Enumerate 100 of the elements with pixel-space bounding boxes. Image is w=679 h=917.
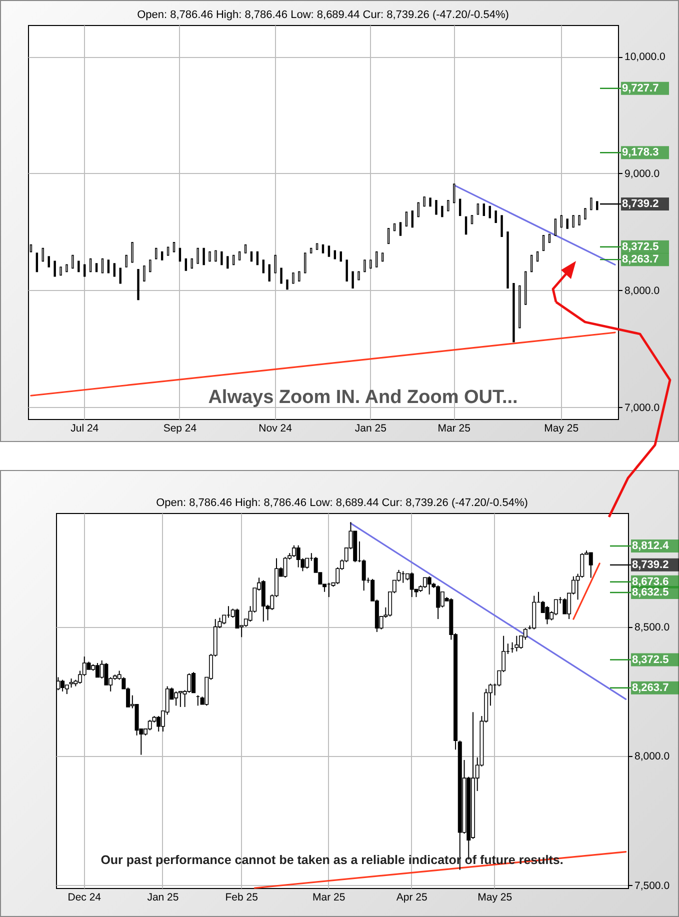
candlestick <box>84 264 86 277</box>
candlestick <box>560 215 562 228</box>
candlestick <box>292 272 294 284</box>
candlestick <box>274 254 276 274</box>
x-tick-label: Nov 24 <box>258 422 292 434</box>
candlestick <box>208 251 211 262</box>
candlestick <box>578 215 580 226</box>
candlestick <box>286 279 288 290</box>
candlestick <box>202 248 205 266</box>
x-tick-label: Jan 25 <box>354 422 387 434</box>
candlestick <box>566 218 568 229</box>
ref-line-label: 8,263.7 <box>632 682 669 694</box>
ref-line-label: 9,178.3 <box>622 146 659 159</box>
candlestick <box>410 572 414 598</box>
candlestick <box>554 599 558 616</box>
candlestick <box>220 251 223 266</box>
x-tick-label: Jul 24 <box>70 422 99 434</box>
candlestick <box>405 212 408 226</box>
candlestick <box>235 608 240 629</box>
y-tick-label: 8,000.0 <box>634 750 670 763</box>
candlestick <box>48 256 50 268</box>
candlestick <box>590 198 592 210</box>
candlestick <box>178 248 182 262</box>
candlestick <box>464 216 468 235</box>
candlestick <box>131 242 134 263</box>
candlestick <box>196 248 199 264</box>
candlestick <box>143 265 146 282</box>
x-tick-label: May 25 <box>544 422 579 434</box>
candlestick <box>89 258 92 272</box>
candlestick <box>588 552 593 578</box>
candlestick <box>298 271 300 282</box>
chart-subtitle: Open: 8,786.46 High: 8,786.46 Low: 8,689.44 Cur: 8,739.26 (-47.20/-0.54%) <box>156 497 528 509</box>
ref-line-label: 8,372.5 <box>622 240 659 253</box>
candlestick <box>148 719 152 731</box>
candlestick <box>250 251 253 262</box>
candlestick <box>214 250 217 262</box>
candlestick <box>184 258 188 271</box>
candlestick <box>113 263 116 277</box>
candlestick <box>346 260 348 282</box>
candlestick <box>283 556 288 578</box>
candlestick <box>36 252 38 272</box>
candlestick <box>554 218 557 236</box>
candlestick <box>494 210 497 223</box>
candlestick <box>226 256 229 269</box>
y-tick-label: 7,500.0 <box>634 880 670 892</box>
ref-line-label: 8,739.2 <box>622 198 659 210</box>
candlestick <box>119 268 122 284</box>
candlestick <box>352 271 354 288</box>
candlestick <box>453 184 456 204</box>
candlestick <box>104 662 108 686</box>
x-tick-label: Apr 25 <box>396 892 428 904</box>
ref-line-label: 9,727.7 <box>622 82 659 94</box>
ref-line-label: 8,739.2 <box>632 558 669 571</box>
ref-line-label: 8,263.7 <box>622 254 659 266</box>
candlestick <box>572 215 574 228</box>
ref-line-label: 8,632.5 <box>632 586 669 599</box>
x-tick-label: Jan 25 <box>147 892 179 904</box>
x-tick-label: May 25 <box>478 892 512 904</box>
candlestick <box>441 206 444 218</box>
candlestick <box>268 264 270 282</box>
candlestick <box>482 203 486 216</box>
y-tick-label: 7,000.0 <box>624 402 660 414</box>
ref-line-label: 8,812.4 <box>632 540 670 552</box>
candlestick <box>280 268 282 284</box>
candlestick <box>458 198 462 216</box>
candlestick <box>155 248 158 260</box>
candlestick <box>364 260 366 272</box>
x-tick-label: Mar 25 <box>438 422 471 434</box>
candlestick <box>423 196 426 207</box>
candlestick <box>101 258 104 274</box>
candlestick <box>488 206 491 218</box>
candlestick <box>107 260 110 274</box>
candlestick <box>78 260 80 272</box>
candlestick <box>172 242 176 252</box>
candlestick <box>447 200 450 212</box>
candlestick <box>262 260 265 274</box>
candlestick <box>42 248 44 262</box>
x-tick-label: Sep 24 <box>163 422 197 434</box>
y-tick-label: 10,000.0 <box>624 51 666 64</box>
candlestick <box>536 251 539 262</box>
candlestick <box>296 544 300 568</box>
candlestick <box>542 235 545 252</box>
candlestick <box>256 251 259 266</box>
candlestick <box>328 246 330 257</box>
candlestick <box>72 254 74 269</box>
candlestick <box>232 254 235 266</box>
candlestick <box>149 260 152 272</box>
candlestick <box>530 254 533 272</box>
x-tick-label: Dec 24 <box>68 892 102 904</box>
ref-line-label: 8,372.5 <box>632 654 669 666</box>
y-tick-label: 8,500.0 <box>634 621 670 634</box>
candlestick <box>69 678 74 688</box>
candlestick <box>340 251 342 262</box>
candlestick <box>54 260 56 277</box>
y-tick-label: 8,000.0 <box>624 284 660 297</box>
candlestick <box>411 210 414 228</box>
candlestick <box>190 258 193 269</box>
candlestick <box>64 684 69 695</box>
candlestick <box>376 251 378 268</box>
candlestick <box>584 208 586 220</box>
